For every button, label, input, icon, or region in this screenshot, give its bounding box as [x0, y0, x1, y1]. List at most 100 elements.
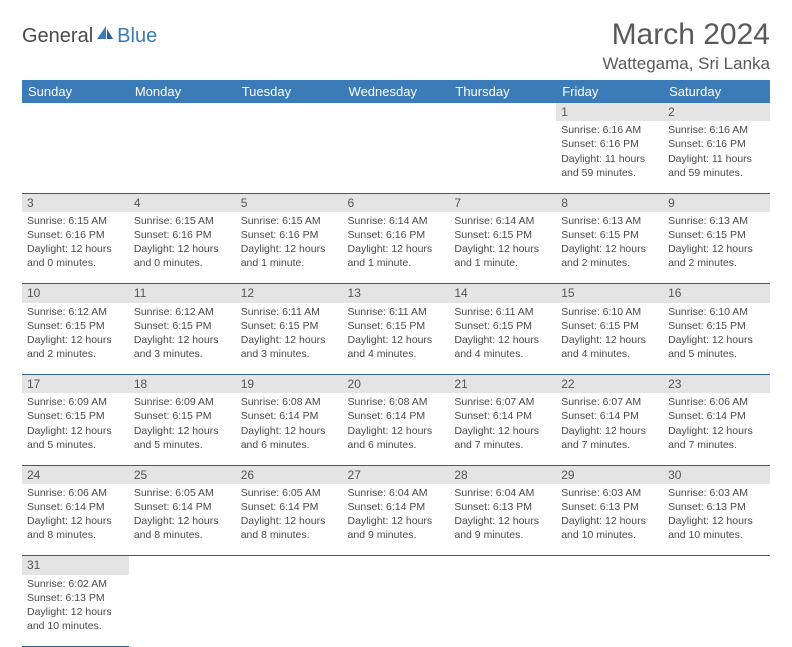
sunrise-line: Sunrise: 6:06 AM [668, 395, 765, 409]
day-number: 3 [22, 193, 129, 212]
day-number: 8 [556, 193, 663, 212]
sunset-line: Sunset: 6:14 PM [348, 409, 445, 423]
daylight-line: Daylight: 12 hours and 2 minutes. [27, 333, 124, 361]
day-number [129, 556, 236, 575]
day-number: 15 [556, 284, 663, 303]
day-number: 29 [556, 465, 663, 484]
sunrise-line: Sunrise: 6:16 AM [668, 123, 765, 137]
day-number: 6 [343, 193, 450, 212]
daylight-line: Daylight: 12 hours and 1 minute. [241, 242, 338, 270]
day-cell: Sunrise: 6:04 AMSunset: 6:14 PMDaylight:… [343, 484, 450, 556]
sunrise-line: Sunrise: 6:09 AM [134, 395, 231, 409]
day-number [236, 556, 343, 575]
sunset-line: Sunset: 6:14 PM [561, 409, 658, 423]
daylight-line: Daylight: 12 hours and 7 minutes. [454, 424, 551, 452]
day-cell: Sunrise: 6:08 AMSunset: 6:14 PMDaylight:… [343, 393, 450, 465]
day-cell [343, 575, 450, 647]
sunset-line: Sunset: 6:15 PM [241, 319, 338, 333]
day-cell [449, 121, 556, 193]
day-number [343, 556, 450, 575]
day-number: 11 [129, 284, 236, 303]
day-cell [236, 575, 343, 647]
day-cell [343, 121, 450, 193]
sunrise-line: Sunrise: 6:04 AM [454, 486, 551, 500]
day-number: 26 [236, 465, 343, 484]
daylight-line: Daylight: 12 hours and 5 minutes. [27, 424, 124, 452]
detail-row: Sunrise: 6:02 AMSunset: 6:13 PMDaylight:… [22, 575, 770, 647]
logo-text-general: General [22, 25, 93, 48]
sunset-line: Sunset: 6:16 PM [27, 228, 124, 242]
daylight-line: Daylight: 12 hours and 1 minute. [348, 242, 445, 270]
daynum-row: 31 [22, 556, 770, 575]
weekday-header: Thursday [449, 80, 556, 103]
day-number: 27 [343, 465, 450, 484]
day-number: 18 [129, 375, 236, 394]
detail-row: Sunrise: 6:16 AMSunset: 6:16 PMDaylight:… [22, 121, 770, 193]
weekday-header-row: Sunday Monday Tuesday Wednesday Thursday… [22, 80, 770, 103]
detail-row: Sunrise: 6:15 AMSunset: 6:16 PMDaylight:… [22, 212, 770, 284]
daynum-row: 10111213141516 [22, 284, 770, 303]
day-cell: Sunrise: 6:12 AMSunset: 6:15 PMDaylight:… [22, 303, 129, 375]
weekday-header: Wednesday [343, 80, 450, 103]
day-number [449, 103, 556, 121]
sunrise-line: Sunrise: 6:07 AM [561, 395, 658, 409]
daynum-row: 17181920212223 [22, 375, 770, 394]
sunrise-line: Sunrise: 6:02 AM [27, 577, 124, 591]
day-cell: Sunrise: 6:13 AMSunset: 6:15 PMDaylight:… [556, 212, 663, 284]
day-number: 28 [449, 465, 556, 484]
title-block: March 2024 Wattegama, Sri Lanka [602, 18, 770, 74]
day-number: 23 [663, 375, 770, 394]
logo-text-blue: Blue [117, 25, 157, 48]
day-cell: Sunrise: 6:16 AMSunset: 6:16 PMDaylight:… [556, 121, 663, 193]
day-number [663, 556, 770, 575]
day-cell: Sunrise: 6:16 AMSunset: 6:16 PMDaylight:… [663, 121, 770, 193]
sunrise-line: Sunrise: 6:06 AM [27, 486, 124, 500]
day-cell: Sunrise: 6:02 AMSunset: 6:13 PMDaylight:… [22, 575, 129, 647]
sunrise-line: Sunrise: 6:07 AM [454, 395, 551, 409]
sunrise-line: Sunrise: 6:15 AM [27, 214, 124, 228]
day-cell: Sunrise: 6:11 AMSunset: 6:15 PMDaylight:… [343, 303, 450, 375]
sunrise-line: Sunrise: 6:03 AM [561, 486, 658, 500]
sunset-line: Sunset: 6:15 PM [27, 319, 124, 333]
detail-row: Sunrise: 6:12 AMSunset: 6:15 PMDaylight:… [22, 303, 770, 375]
sunset-line: Sunset: 6:15 PM [454, 228, 551, 242]
day-cell [129, 121, 236, 193]
day-number: 16 [663, 284, 770, 303]
sunrise-line: Sunrise: 6:15 AM [134, 214, 231, 228]
day-number: 19 [236, 375, 343, 394]
sunset-line: Sunset: 6:14 PM [241, 409, 338, 423]
day-cell: Sunrise: 6:09 AMSunset: 6:15 PMDaylight:… [22, 393, 129, 465]
sunrise-line: Sunrise: 6:14 AM [348, 214, 445, 228]
sunrise-line: Sunrise: 6:08 AM [348, 395, 445, 409]
day-cell: Sunrise: 6:06 AMSunset: 6:14 PMDaylight:… [22, 484, 129, 556]
sunrise-line: Sunrise: 6:16 AM [561, 123, 658, 137]
daylight-line: Daylight: 12 hours and 5 minutes. [134, 424, 231, 452]
sunset-line: Sunset: 6:15 PM [454, 319, 551, 333]
detail-row: Sunrise: 6:06 AMSunset: 6:14 PMDaylight:… [22, 484, 770, 556]
day-cell: Sunrise: 6:10 AMSunset: 6:15 PMDaylight:… [556, 303, 663, 375]
day-cell: Sunrise: 6:11 AMSunset: 6:15 PMDaylight:… [449, 303, 556, 375]
day-cell: Sunrise: 6:13 AMSunset: 6:15 PMDaylight:… [663, 212, 770, 284]
sunset-line: Sunset: 6:16 PM [241, 228, 338, 242]
daylight-line: Daylight: 12 hours and 0 minutes. [134, 242, 231, 270]
day-number: 12 [236, 284, 343, 303]
sunrise-line: Sunrise: 6:12 AM [27, 305, 124, 319]
daylight-line: Daylight: 12 hours and 1 minute. [454, 242, 551, 270]
sunrise-line: Sunrise: 6:14 AM [454, 214, 551, 228]
sail-icon [95, 24, 115, 48]
day-cell: Sunrise: 6:07 AMSunset: 6:14 PMDaylight:… [556, 393, 663, 465]
day-cell: Sunrise: 6:10 AMSunset: 6:15 PMDaylight:… [663, 303, 770, 375]
day-number [556, 556, 663, 575]
sunset-line: Sunset: 6:14 PM [27, 500, 124, 514]
daylight-line: Daylight: 12 hours and 9 minutes. [348, 514, 445, 542]
daylight-line: Daylight: 12 hours and 0 minutes. [27, 242, 124, 270]
sunset-line: Sunset: 6:14 PM [348, 500, 445, 514]
detail-row: Sunrise: 6:09 AMSunset: 6:15 PMDaylight:… [22, 393, 770, 465]
day-number: 2 [663, 103, 770, 121]
day-cell: Sunrise: 6:14 AMSunset: 6:15 PMDaylight:… [449, 212, 556, 284]
sunrise-line: Sunrise: 6:10 AM [561, 305, 658, 319]
weekday-header: Tuesday [236, 80, 343, 103]
day-cell: Sunrise: 6:08 AMSunset: 6:14 PMDaylight:… [236, 393, 343, 465]
daylight-line: Daylight: 12 hours and 5 minutes. [668, 333, 765, 361]
sunrise-line: Sunrise: 6:11 AM [241, 305, 338, 319]
